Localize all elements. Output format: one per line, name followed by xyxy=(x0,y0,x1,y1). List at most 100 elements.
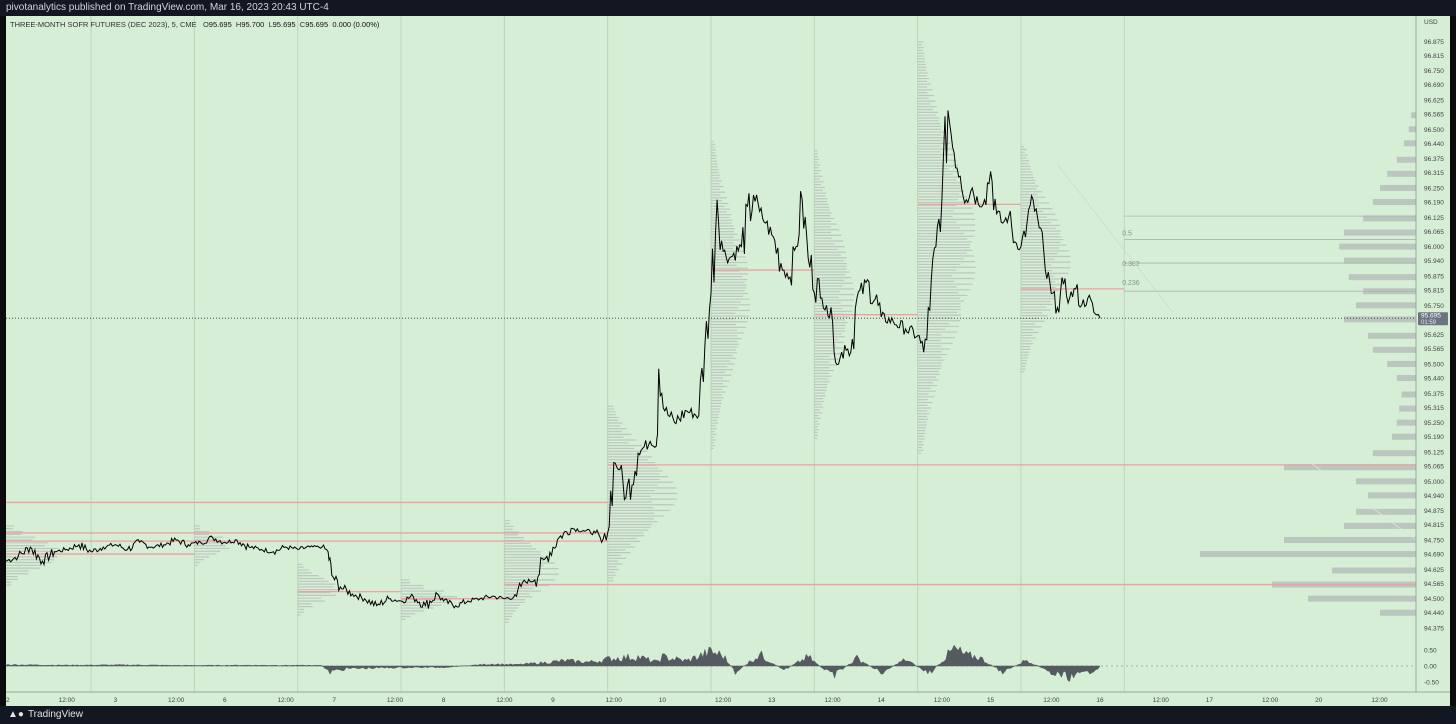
price-axis-tick: 95.125 xyxy=(1424,449,1444,456)
symbol-title: THREE-MONTH SOFR FUTURES (DEC 2023), 5, … xyxy=(10,20,197,29)
time-axis-tick: 3 xyxy=(114,697,118,704)
time-axis-tick: 12:00 xyxy=(168,697,185,704)
price-axis-tick: 96.250 xyxy=(1424,185,1444,192)
composite-profile-bar xyxy=(1344,316,1416,323)
time-axis-tick: 7 xyxy=(332,697,336,704)
volume-axis-tick: 0.00 xyxy=(1424,664,1437,671)
composite-profile-bar xyxy=(1356,478,1416,485)
price-axis-tick: 94.815 xyxy=(1424,522,1444,529)
composite-profile-bar xyxy=(1363,215,1416,222)
composite-profile-bar xyxy=(1372,450,1416,457)
trend-projection-line xyxy=(1057,164,1174,313)
composite-profile-bar xyxy=(1387,360,1416,367)
open-value: 95.695 xyxy=(208,20,232,29)
price-axis-tick: 94.500 xyxy=(1424,596,1444,603)
publisher-bar: pivotanalytics published on TradingView.… xyxy=(0,0,1456,16)
price-axis-tick: 96.315 xyxy=(1424,170,1444,177)
price-axis-tick: 95.500 xyxy=(1424,361,1444,368)
price-axis-tick: 94.690 xyxy=(1424,552,1444,559)
price-axis-tick: 95.440 xyxy=(1424,376,1444,383)
price-axis-tick: 94.750 xyxy=(1424,537,1444,544)
composite-profile-bar xyxy=(1408,126,1416,133)
price-axis-tick: 96.625 xyxy=(1424,97,1444,104)
volume-oscillator-area xyxy=(6,644,1101,682)
time-axis-tick: 12:00 xyxy=(1153,697,1170,704)
brand-name: TradingView xyxy=(27,709,83,720)
volume-axis-tick: 0.50 xyxy=(1424,648,1437,655)
price-axis-tick: 95.625 xyxy=(1424,332,1444,339)
low-value: 95.695 xyxy=(272,20,296,29)
fib-label: 0.382 xyxy=(1122,261,1140,268)
price-axis-tick: 96.190 xyxy=(1424,200,1444,207)
chart-panel[interactable]: 0.5 0.382 0.236 USD 96.875 96.815 96.750 96.690… xyxy=(6,16,1450,706)
change-value: 0.000 (0.00%) xyxy=(332,20,380,29)
composite-profile-bar xyxy=(1380,184,1416,191)
time-axis-tick: 10 xyxy=(659,697,667,704)
time-axis-tick: 13 xyxy=(768,697,776,704)
composite-profile-bar xyxy=(1344,229,1416,236)
time-axis-tick: 8 xyxy=(442,697,446,704)
composite-profile-bar xyxy=(1356,302,1416,309)
price-axis-tick: 96.875 xyxy=(1424,39,1444,46)
time-axis-tick: 12:00 xyxy=(1262,697,1279,704)
high-label: H xyxy=(235,20,242,29)
price-axis-tick: 95.375 xyxy=(1424,391,1444,398)
price-axis-tick: 96.565 xyxy=(1424,112,1444,119)
composite-profile-bar xyxy=(1368,332,1416,339)
composite-profile-bar xyxy=(1348,274,1416,281)
time-axis-tick: 12:00 xyxy=(1043,697,1060,704)
chart-canvas[interactable]: 0.5 0.382 0.236 USD 96.875 96.815 96.750 96.690… xyxy=(6,16,1450,706)
price-axis-tick: 95.250 xyxy=(1424,420,1444,427)
composite-profile-bar xyxy=(1344,257,1416,264)
fib-label: 0.236 xyxy=(1122,280,1140,287)
close-value: 95.695 xyxy=(305,20,329,29)
last-price-badge xyxy=(1418,312,1448,326)
price-axis-tick: 95.565 xyxy=(1424,346,1444,353)
composite-profile-bar xyxy=(1200,551,1416,558)
symbol-legend: THREE-MONTH SOFR FUTURES (DEC 2023), 5, … xyxy=(10,20,379,29)
price-axis-tick: 94.940 xyxy=(1424,493,1444,500)
time-axis-tick: 17 xyxy=(1206,697,1214,704)
time-axis-tick: 12:00 xyxy=(606,697,623,704)
composite-profile-bar xyxy=(1368,492,1416,499)
price-axis-tick: 96.065 xyxy=(1424,229,1444,236)
open-label: O xyxy=(202,20,209,29)
composite-profile-bar xyxy=(1396,419,1416,426)
price-axis-tick: 94.375 xyxy=(1424,626,1444,633)
volume-axis-tick: -0.50 xyxy=(1424,680,1439,687)
composite-profile-bar xyxy=(1396,375,1416,382)
price-axis-tick: 95.940 xyxy=(1424,258,1444,265)
price-series-line xyxy=(6,110,1101,609)
price-axis-tick: 96.750 xyxy=(1424,68,1444,75)
composite-profile-bar xyxy=(1411,112,1416,119)
composite-profile-bar xyxy=(1387,170,1416,177)
time-axis-tick: 12:00 xyxy=(1371,697,1388,704)
price-axis-tick: 94.440 xyxy=(1424,610,1444,617)
composite-profile-bar xyxy=(1392,433,1416,440)
close-label: C xyxy=(299,20,306,29)
composite-profile-bar xyxy=(1308,595,1416,602)
price-axis-tick: 95.065 xyxy=(1424,464,1444,471)
composite-profile-bar xyxy=(1332,567,1416,574)
last-price-value: 95.695 xyxy=(1421,313,1441,320)
composite-profile-bar xyxy=(1380,609,1416,616)
trend-projection-line xyxy=(1117,321,1417,541)
time-axis-tick: 12:00 xyxy=(715,697,732,704)
composite-profile-bar xyxy=(1399,405,1416,412)
price-axis-tick: 96.125 xyxy=(1424,215,1444,222)
bar-countdown: 01:59 xyxy=(1421,320,1437,326)
price-axis-tick: 95.190 xyxy=(1424,434,1444,441)
time-axis-tick: 12:00 xyxy=(277,697,294,704)
time-axis-tick: 16 xyxy=(1096,697,1104,704)
composite-profile-bar xyxy=(1284,464,1416,471)
price-axis-tick: 96.440 xyxy=(1424,141,1444,148)
price-axis-tick: 96.690 xyxy=(1424,82,1444,89)
price-axis-tick: 96.000 xyxy=(1424,244,1444,251)
time-axis-tick: 15 xyxy=(987,697,995,704)
price-axis-tick: 96.375 xyxy=(1424,156,1444,163)
time-axis-tick: 6 xyxy=(223,697,227,704)
price-axis-tick: 94.565 xyxy=(1424,581,1444,588)
composite-profile-bar xyxy=(1284,536,1416,543)
composite-profile-bar xyxy=(1404,140,1416,147)
low-label: L xyxy=(268,20,273,29)
